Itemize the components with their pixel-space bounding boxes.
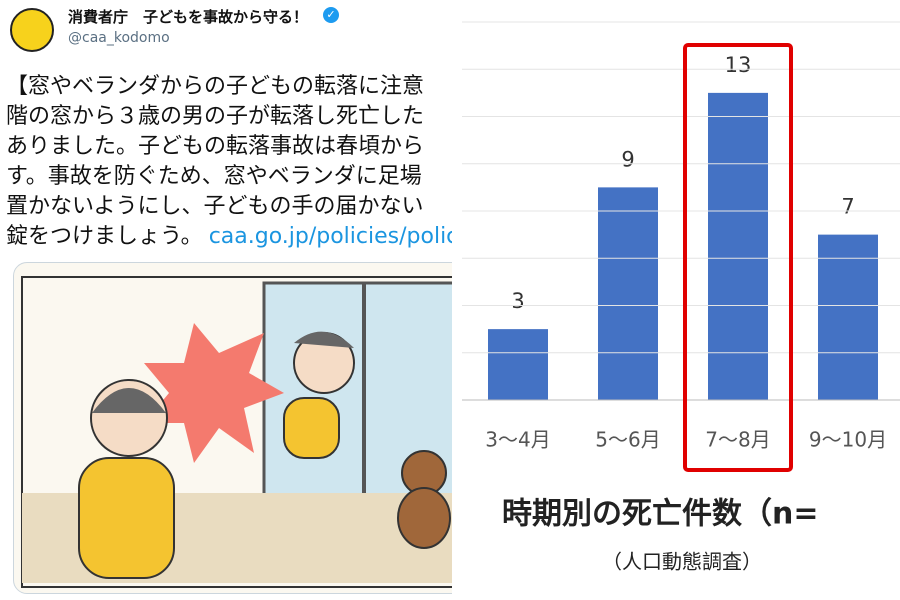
bar (598, 187, 658, 400)
bar (488, 329, 548, 400)
x-tick-label: 7〜8月 (705, 428, 770, 452)
bar (708, 92, 768, 400)
tweet-text-line: す。事故を防ぐため、窓やベランダに足場 (6, 158, 422, 190)
chart-subtitle: （人口動態調査） (602, 550, 762, 574)
tweet-text-span: す。事故を防ぐため、窓やベランダに足場 (6, 164, 422, 189)
tweet-text-span: 階の窓から３歳の男の子が転落し死亡した (6, 104, 425, 129)
data-label: 7 (841, 195, 854, 219)
x-tick-label: 3〜4月 (485, 428, 550, 452)
tweet-text-span: 【窓やベランダからの子どもの転落に注意 (6, 74, 425, 99)
avatar[interactable] (10, 8, 54, 52)
x-tick-label: 9〜10月 (809, 428, 887, 452)
illustration-art (21, 276, 452, 588)
illustration[interactable] (13, 262, 452, 594)
data-label: 3 (511, 289, 524, 313)
tweet-text-line: 錠をつけましょう。 caa.go.jp/policies/polic (6, 218, 452, 250)
tweet-text-span: ありました。子どもの転落事故は春頃から (6, 134, 425, 159)
x-tick-label: 5〜6月 (595, 428, 660, 452)
tweet-text-span: 錠をつけましょう。 (6, 224, 203, 249)
data-label: 9 (621, 147, 634, 171)
tweet-text-line: ありました。子どもの転落事故は春頃から (6, 128, 424, 160)
highlight-box (683, 43, 793, 472)
tweet-text-line: 【窓やベランダからの子どもの転落に注意 (6, 68, 424, 100)
data-label: 13 (725, 53, 752, 77)
tweet-text-line: 置かないようにし、子どもの手の届かない (6, 188, 424, 220)
tweet-text-line: 階の窓から３歳の男の子が転落し死亡した (6, 98, 424, 130)
chart-title: 時期別の死亡件数（n= (502, 497, 819, 532)
chart: 7 9〜10月 13 7〜8月 9 5〜6月 3 3〜4月 時期別の死亡件数（n= （人口動態… (462, 21, 900, 574)
tweet: 消費者庁 子どもを事故から守る！ ✓ @caa_kodomo 【窓やベランダから… (6, 7, 452, 594)
verified-badge: ✓ (323, 7, 339, 23)
bar (818, 234, 878, 400)
tweet-link[interactable]: caa.go.jp/policies/polic (208, 224, 452, 249)
tweet-text-span: 置かないようにし、子どもの手の届かない (6, 194, 424, 219)
author-handle[interactable]: @caa_kodomo (68, 30, 170, 46)
author-name[interactable]: 消費者庁 子どもを事故から守る！ (68, 8, 309, 26)
